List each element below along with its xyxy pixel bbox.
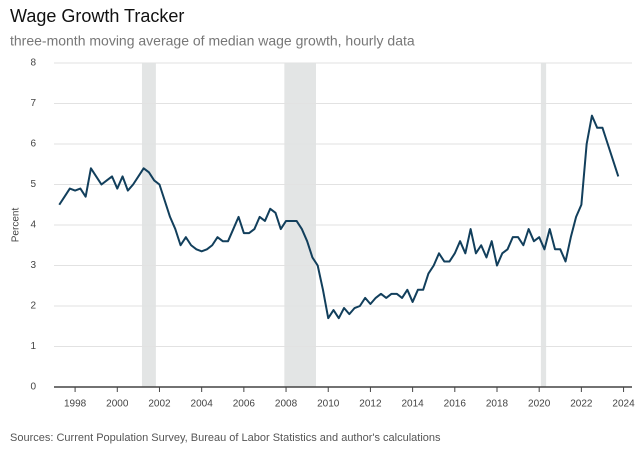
y-axis-label: Percent	[11, 208, 22, 243]
y-tick-label: 1	[30, 341, 36, 352]
y-tick-label: 5	[30, 179, 36, 190]
y-tick-label: 6	[30, 139, 36, 150]
chart-title: Wage Growth Tracker	[10, 6, 184, 26]
x-tick-label: 2010	[317, 399, 340, 410]
y-tick-label: 2	[30, 301, 36, 312]
x-tick-label: 2022	[570, 399, 593, 410]
x-tick-label: 2006	[233, 399, 256, 410]
x-tick-label: 2016	[444, 399, 467, 410]
x-tick-label: 2014	[401, 399, 424, 410]
y-tick-label: 0	[30, 382, 36, 393]
y-tick-label: 3	[30, 260, 36, 271]
x-tick-label: 2008	[275, 399, 298, 410]
y-tick-label: 8	[30, 58, 36, 69]
chart-subtitle: three-month moving average of median wag…	[10, 33, 415, 49]
x-tick-label: 1998	[64, 399, 87, 410]
y-tick-label: 7	[30, 98, 36, 109]
x-tick-label: 2018	[486, 399, 509, 410]
x-tick-label: 2000	[106, 399, 129, 410]
y-tick-label: 4	[30, 220, 36, 231]
x-tick-label: 2012	[359, 399, 382, 410]
source-note: Sources: Current Population Survey, Bure…	[10, 432, 441, 444]
data-line	[58, 114, 620, 320]
x-tick-label: 2020	[528, 399, 551, 410]
x-tick-label: 2024	[612, 399, 635, 410]
x-tick-label: 2004	[191, 399, 214, 410]
x-tick-label: 2002	[148, 399, 171, 410]
